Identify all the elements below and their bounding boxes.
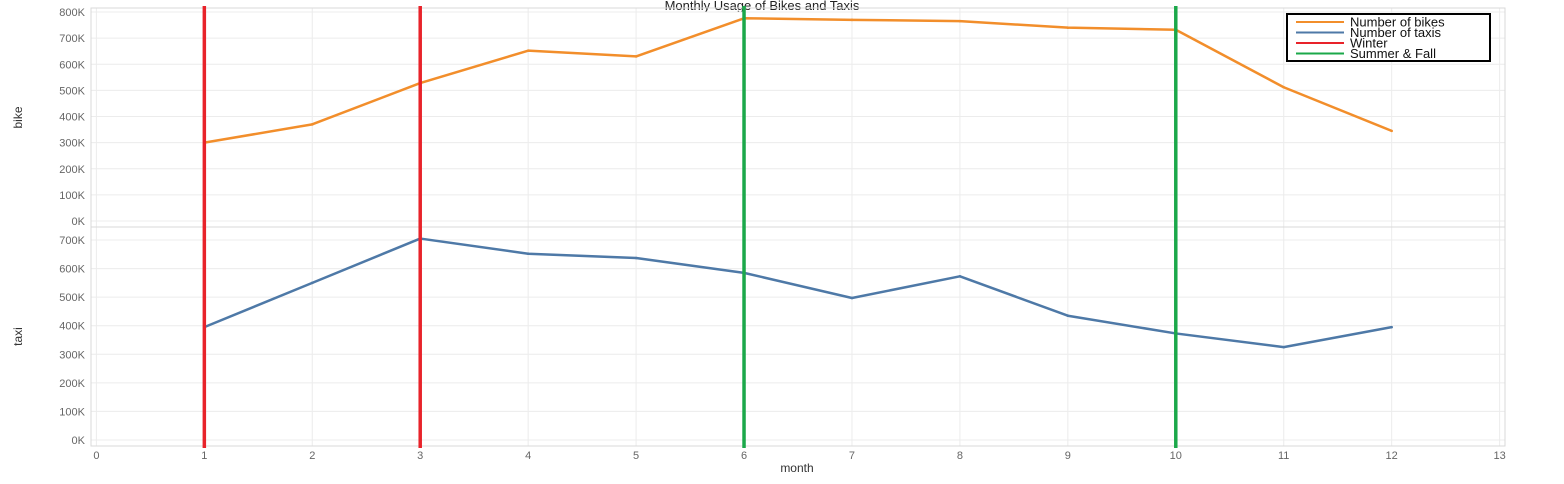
y-tick-label: 600K xyxy=(59,264,85,276)
data-point xyxy=(526,49,530,52)
data-point xyxy=(634,55,638,58)
data-point xyxy=(1282,85,1286,89)
x-tick-label: 8 xyxy=(957,450,963,462)
y-axis-title-bike: bike xyxy=(11,106,25,128)
y-tick-label: 0K xyxy=(72,216,86,228)
y-tick-label: 100K xyxy=(59,406,85,418)
data-point xyxy=(958,19,962,23)
data-point xyxy=(634,256,638,260)
data-point xyxy=(850,18,854,22)
y-tick-label: 400K xyxy=(59,112,85,124)
y-tick-label: 700K xyxy=(59,235,85,247)
y-tick-labels: 0K 100K 200K 300K 400K 500K 600K 700K 800K 0K 100K… xyxy=(59,7,85,447)
data-point xyxy=(1282,345,1286,349)
x-tick-label: 0 xyxy=(93,450,99,462)
y-tick-label: 700K xyxy=(59,33,85,45)
y-tick-label: 400K xyxy=(59,321,85,333)
y-tick-label: 600K xyxy=(59,59,85,71)
y-tick-label: 200K xyxy=(59,164,85,176)
x-tick-label: 3 xyxy=(417,450,423,462)
data-point xyxy=(310,123,314,126)
x-tick-label: 7 xyxy=(849,450,855,462)
data-point xyxy=(1390,325,1393,329)
y-tick-label: 200K xyxy=(59,378,85,390)
x-tick-label: 4 xyxy=(525,450,531,462)
x-tick-label: 10 xyxy=(1170,450,1182,462)
reference-lines xyxy=(202,6,1178,448)
y-tick-label: 100K xyxy=(59,190,85,202)
y-tick-label: 500K xyxy=(59,292,85,304)
data-point xyxy=(1066,314,1070,318)
x-tick-labels: 0 1 2 3 4 5 6 7 8 9 10 11 12 13 xyxy=(93,450,1505,462)
y-tick-label: 300K xyxy=(59,138,85,150)
y-tick-label: 800K xyxy=(59,7,85,19)
panel-frame-taxi xyxy=(90,226,1506,447)
series-line-number-of-taxis xyxy=(203,237,1392,349)
legend-label: Number of bikes xyxy=(1350,15,1445,30)
x-tick-label: 2 xyxy=(309,450,315,462)
series-line-number-of-bikes xyxy=(204,17,1393,144)
legend-label: Winter xyxy=(1350,36,1388,51)
data-point xyxy=(526,252,530,256)
x-axis-title: month xyxy=(780,461,813,475)
y-tick-label: 300K xyxy=(59,349,85,361)
panel-frames xyxy=(90,7,1506,447)
chart-title: Monthly Usage of Bikes and Taxis xyxy=(665,0,860,13)
data-point xyxy=(1066,26,1070,29)
data-point xyxy=(1390,129,1393,133)
data-point xyxy=(850,296,854,300)
y-axis-title-taxi: taxi xyxy=(11,327,25,346)
data-point xyxy=(958,274,962,278)
y-tick-label: 0K xyxy=(72,435,86,447)
x-tick-label: 1 xyxy=(201,450,207,462)
series-lines xyxy=(203,16,1393,349)
data-point xyxy=(310,281,314,285)
y-tick-label: 500K xyxy=(59,85,85,97)
x-tick-label: 6 xyxy=(741,450,747,462)
legend-label: Number of taxis xyxy=(1350,25,1442,40)
x-tick-label: 12 xyxy=(1386,450,1398,462)
x-tick-label: 13 xyxy=(1493,450,1505,462)
legend-label: Summer & Fall xyxy=(1350,46,1436,61)
x-tick-label: 5 xyxy=(633,450,639,462)
x-tick-label: 11 xyxy=(1278,450,1289,462)
x-tick-label: 9 xyxy=(1065,450,1071,462)
